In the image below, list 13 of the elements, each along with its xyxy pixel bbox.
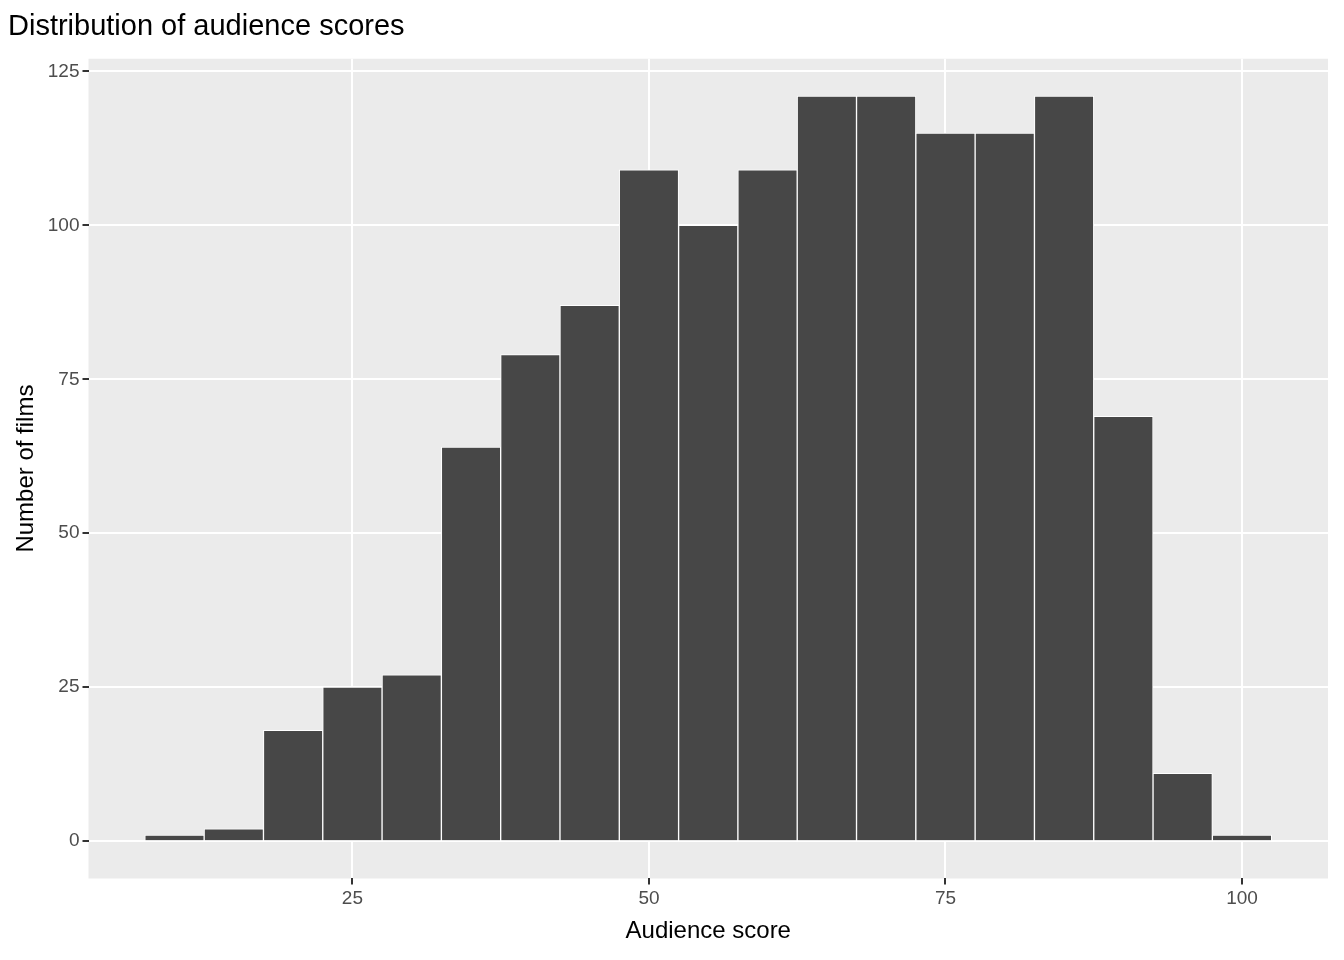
y-tick-label: 75 [58,367,80,389]
y-tick-label: 50 [58,521,80,543]
x-tick-label: 75 [934,887,957,909]
y-tick-label: 125 [47,59,80,81]
x-tick-label: 25 [341,887,363,909]
x-axis-title: Audience score [625,916,791,944]
y-axis-title: Number of films [11,384,39,553]
chart-title: Distribution of audience scores [8,9,405,42]
y-tick-label: 100 [47,213,80,235]
x-tick-label: 50 [638,887,660,909]
y-tick-label: 25 [58,675,80,697]
y-tick-label: 0 [68,829,80,851]
x-tick-label: 100 [1226,887,1258,909]
